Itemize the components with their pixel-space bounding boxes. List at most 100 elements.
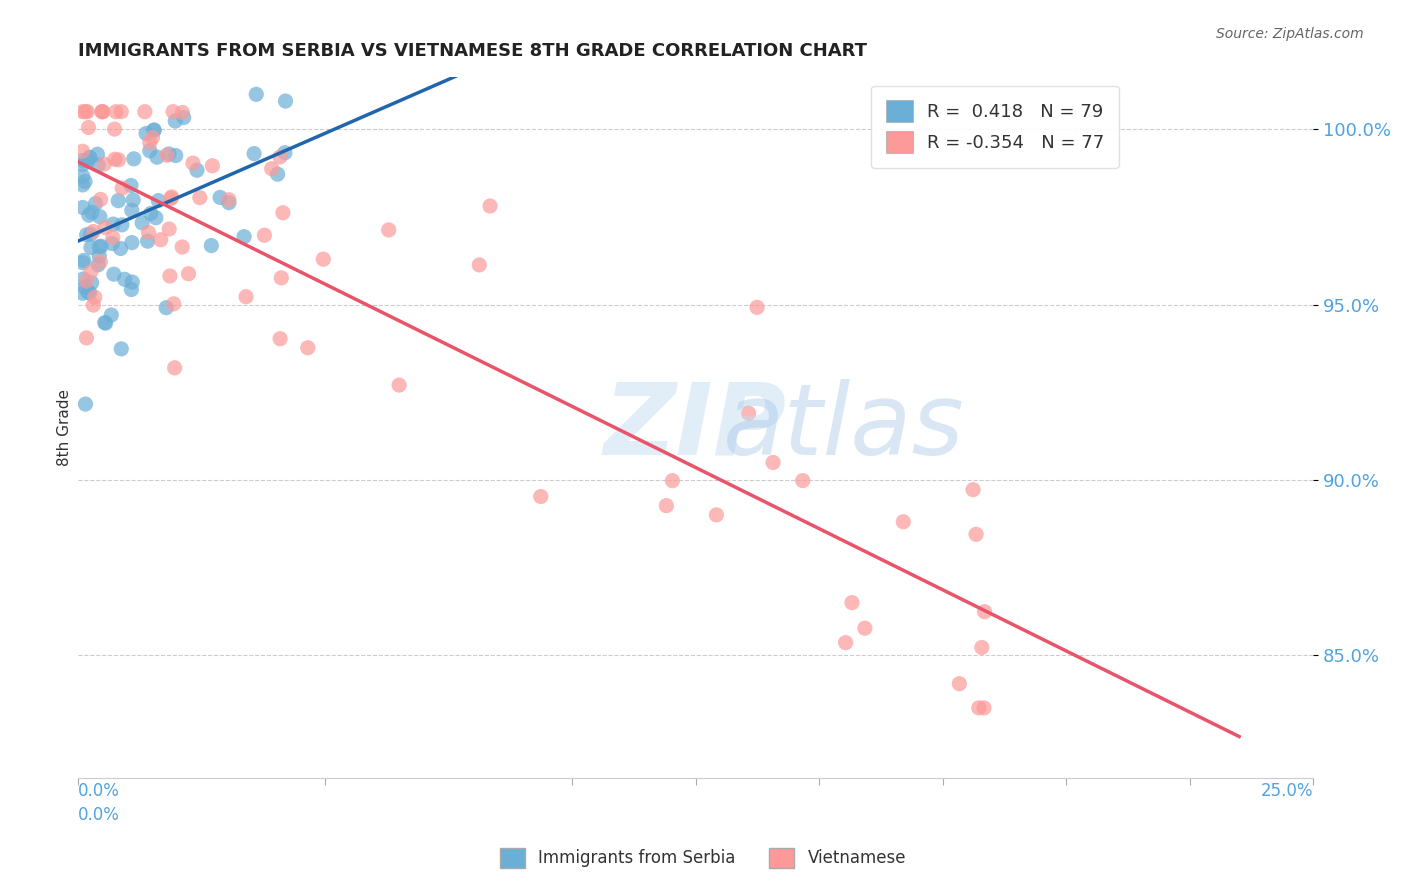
Point	[948, 677, 970, 691]
Point	[90, 104, 112, 119]
Text: atlas: atlas	[723, 379, 965, 475]
Point	[269, 332, 291, 346]
Y-axis label: 8th Grade: 8th Grade	[58, 389, 72, 466]
Point	[91, 104, 114, 119]
Point	[468, 258, 491, 272]
Point	[479, 199, 502, 213]
Point	[139, 206, 162, 220]
Point	[163, 360, 186, 375]
Point	[93, 157, 115, 171]
Point	[80, 265, 103, 279]
Point	[82, 298, 104, 312]
Point	[143, 123, 166, 137]
Point	[110, 342, 132, 356]
Point	[107, 153, 129, 167]
Point	[891, 515, 914, 529]
Point	[177, 267, 200, 281]
Point	[274, 94, 297, 108]
Point	[253, 228, 276, 243]
Point	[75, 104, 97, 119]
Point	[87, 158, 110, 172]
Point	[86, 147, 108, 161]
Point	[79, 151, 101, 165]
Point	[661, 474, 683, 488]
Point	[79, 285, 101, 300]
Point	[100, 308, 122, 322]
Point	[270, 270, 292, 285]
Text: 0.0%: 0.0%	[77, 806, 120, 824]
Point	[79, 151, 101, 165]
Point	[110, 104, 132, 119]
Point	[72, 272, 94, 286]
Point	[965, 527, 987, 541]
Point	[72, 178, 94, 192]
Point	[201, 159, 224, 173]
Point	[148, 194, 170, 208]
Point	[139, 136, 162, 150]
Point	[160, 191, 183, 205]
Point	[122, 193, 145, 207]
Point	[243, 146, 266, 161]
Point	[762, 455, 785, 469]
Point	[122, 152, 145, 166]
Legend: R =  0.418   N = 79, R = -0.354   N = 77: R = 0.418 N = 79, R = -0.354 N = 77	[872, 86, 1119, 168]
Point	[104, 104, 127, 119]
Point	[72, 153, 94, 168]
Point	[135, 127, 157, 141]
Point	[186, 163, 208, 178]
Point	[89, 249, 111, 263]
Point	[76, 153, 98, 168]
Point	[72, 169, 94, 184]
Point	[200, 238, 222, 252]
Point	[76, 331, 98, 345]
Point	[121, 235, 143, 250]
Point	[90, 239, 112, 253]
Point	[111, 218, 134, 232]
Point	[260, 161, 283, 176]
Point	[165, 148, 187, 162]
Point	[274, 145, 297, 160]
Point	[245, 87, 267, 102]
Point	[90, 193, 112, 207]
Point	[72, 255, 94, 269]
Text: 25.0%: 25.0%	[1261, 781, 1313, 799]
Point	[72, 104, 94, 119]
Point	[853, 621, 876, 635]
Point	[94, 316, 117, 330]
Point	[136, 234, 159, 248]
Legend: Immigrants from Serbia, Vietnamese: Immigrants from Serbia, Vietnamese	[494, 841, 912, 875]
Point	[89, 254, 111, 268]
Point	[82, 225, 104, 239]
Point	[104, 153, 127, 167]
Point	[76, 285, 98, 300]
Point	[737, 406, 759, 420]
Point	[145, 211, 167, 225]
Point	[181, 156, 204, 170]
Point	[101, 230, 124, 244]
Point	[103, 267, 125, 281]
Point	[160, 190, 183, 204]
Point	[114, 272, 136, 286]
Point	[157, 222, 180, 236]
Point	[218, 195, 240, 210]
Point	[962, 483, 984, 497]
Point	[218, 193, 240, 207]
Point	[80, 240, 103, 254]
Point	[79, 227, 101, 241]
Point	[143, 123, 166, 137]
Point	[173, 111, 195, 125]
Point	[94, 220, 117, 235]
Text: IMMIGRANTS FROM SERBIA VS VIETNAMESE 8TH GRADE CORRELATION CHART: IMMIGRANTS FROM SERBIA VS VIETNAMESE 8TH…	[77, 42, 866, 60]
Point	[120, 178, 142, 193]
Point	[172, 240, 194, 254]
Point	[91, 104, 114, 119]
Point	[156, 148, 179, 162]
Point	[155, 301, 177, 315]
Point	[157, 147, 180, 161]
Point	[377, 223, 399, 237]
Text: 0.0%: 0.0%	[77, 781, 120, 799]
Point	[165, 114, 187, 128]
Point	[172, 105, 194, 120]
Point	[266, 167, 288, 181]
Point	[83, 290, 105, 304]
